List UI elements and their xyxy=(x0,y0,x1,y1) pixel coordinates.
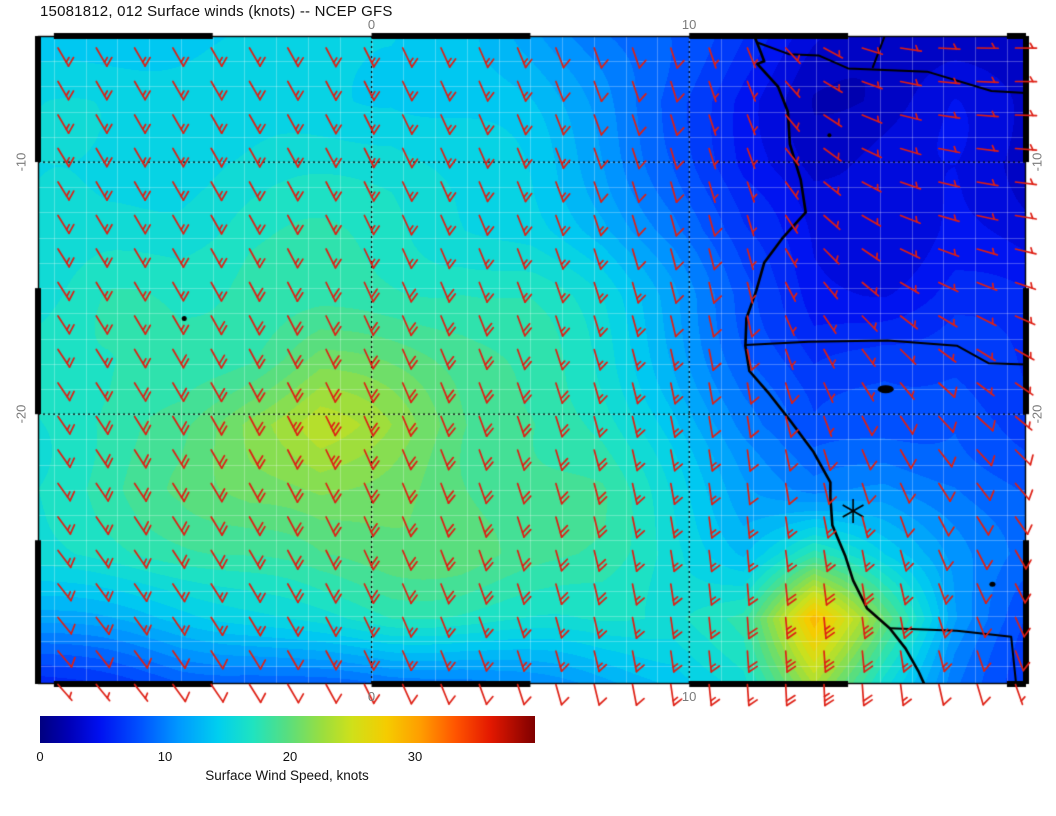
colorbar-tick-label: 10 xyxy=(157,749,173,764)
colorbar-tick-label: 30 xyxy=(407,749,423,764)
colorbar-label: Surface Wind Speed, knots xyxy=(205,768,369,783)
colorbar-tick-label: 20 xyxy=(282,749,298,764)
colorbar-gradient xyxy=(40,716,535,743)
colorbar: 0 10 20 30 Surface Wind Speed, knots xyxy=(36,716,535,788)
colorbar-tick-label: 0 xyxy=(36,749,44,764)
plot-title: 15081812, 012 Surface winds (knots) -- N… xyxy=(40,3,393,20)
